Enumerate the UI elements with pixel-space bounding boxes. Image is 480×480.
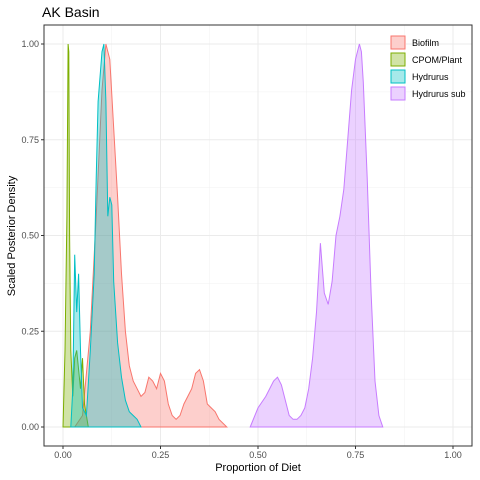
y-tick-label: 0.50 — [21, 231, 39, 241]
x-tick-label: 1.00 — [444, 450, 462, 460]
chart-title: AK Basin — [42, 4, 100, 20]
y-tick-label: 0.75 — [21, 135, 39, 145]
y-tick-label: 0.00 — [21, 422, 39, 432]
x-tick-label: 0.50 — [249, 450, 267, 460]
legend-key-hydrurus-sub — [391, 87, 405, 100]
legend-key-cpom-plant — [391, 53, 405, 66]
legend-label-hydrurus-sub: Hydrurus sub — [412, 89, 466, 99]
x-tick-label: 0.00 — [54, 450, 72, 460]
legend-label-cpom-plant: CPOM/Plant — [412, 55, 463, 65]
y-tick-label: 0.25 — [21, 326, 39, 336]
y-axis-label: Scaled Posterior Density — [6, 175, 18, 296]
legend-key-biofilm — [391, 36, 405, 49]
legend-label-biofilm: Biofilm — [412, 38, 439, 48]
x-axis-label: Proportion of Diet — [215, 462, 301, 474]
legend-key-hydrurus — [391, 70, 405, 83]
legend-label-hydrurus: Hydrurus — [412, 72, 449, 82]
y-tick-label: 1.00 — [21, 39, 39, 49]
x-tick-label: 0.75 — [347, 450, 365, 460]
x-tick-label: 0.25 — [152, 450, 170, 460]
